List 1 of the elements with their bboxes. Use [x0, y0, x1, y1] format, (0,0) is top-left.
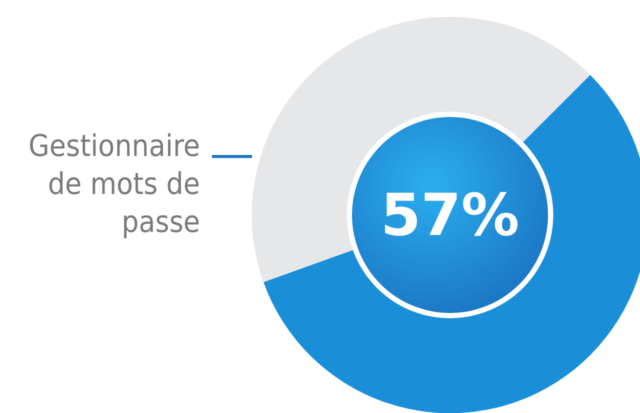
text: Gestionnaire de mots de passe: [28, 128, 200, 242]
